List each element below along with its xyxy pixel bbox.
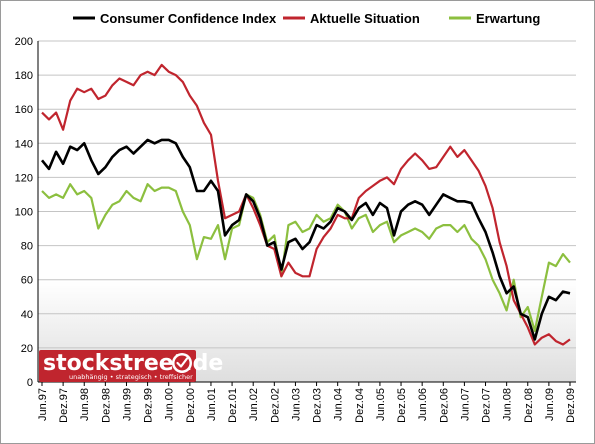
legend: Consumer Confidence Index Aktuelle Situat… [73, 11, 540, 26]
x-tick-label: Dez.07 [481, 388, 493, 423]
x-tick-label: Dez.00 [185, 388, 197, 423]
logo-background [39, 350, 196, 382]
x-tick-label: Jun.09 [544, 388, 556, 421]
x-tick-label: Dez.05 [396, 388, 408, 423]
x-tick-label: Dez.03 [312, 388, 324, 423]
x-tick-label: Dez.97 [58, 388, 70, 423]
series-line-2 [41, 183, 571, 332]
gridlines [38, 40, 576, 349]
x-tick-label: Jun.03 [290, 388, 302, 421]
y-tick-label: 140 [15, 138, 33, 150]
y-tick-label: 0 [27, 377, 33, 389]
x-tick-label: Jun.06 [417, 388, 429, 421]
y-tick-label: 120 [15, 172, 33, 184]
x-tick-label: Jun.02 [248, 388, 260, 421]
legend-label: Erwartung [476, 11, 540, 26]
x-tick-label: Jun.08 [502, 388, 514, 421]
y-tick-label: 180 [15, 70, 33, 82]
checkmark-icon [176, 357, 189, 368]
legend-label: Aktuelle Situation [310, 11, 420, 26]
x-tick-label: Jun.07 [459, 388, 471, 421]
y-tick-label: 20 [21, 343, 33, 355]
x-tick-label: Dez.04 [354, 388, 366, 423]
x-tick-label: Dez.98 [100, 388, 112, 423]
series-line-0 [40, 138, 571, 341]
y-tick-label: 200 [15, 36, 33, 48]
x-tick-label: Dez.08 [523, 388, 535, 423]
x-tick-label: Dez.99 [143, 388, 155, 423]
x-tick-label: Jun.01 [206, 388, 218, 421]
x-tick-label: Jun.00 [164, 388, 176, 421]
x-tick-label: Jun.99 [121, 388, 133, 421]
legend-label: Consumer Confidence Index [100, 11, 277, 26]
x-axis-ticks: Jun.97 Dez.97 Jun.98 Dez.98 Jun.99 Dez.99 Jun.… [37, 382, 577, 423]
series-lines [40, 63, 571, 346]
x-tick-label: Dez.06 [438, 388, 450, 423]
x-tick-label: Jun.97 [37, 388, 49, 421]
x-tick-label: Dez.01 [227, 388, 239, 423]
y-tick-label: 160 [15, 104, 33, 116]
x-tick-label: Jun.98 [79, 388, 91, 421]
logo-tagline: unabhängig • strategisch • treffsicher [69, 373, 193, 381]
y-tick-label: 60 [21, 275, 33, 287]
y-tick-label: 80 [21, 241, 33, 253]
y-axis-ticks: 0 20 40 60 80 100 120 140 160 180 200 [15, 36, 33, 389]
x-tick-label: Dez.02 [269, 388, 281, 423]
logo-text: stockstreet.de [43, 351, 223, 376]
stockstreet-logo: stockstreet.de unabhängig • strategisch … [39, 350, 223, 382]
x-tick-label: Dez.09 [565, 388, 577, 423]
y-tick-label: 100 [15, 207, 33, 219]
x-tick-label: Jun.04 [333, 388, 345, 421]
x-tick-label: Jun.05 [375, 388, 387, 421]
series-line-1 [41, 63, 571, 346]
y-tick-label: 40 [21, 309, 33, 321]
